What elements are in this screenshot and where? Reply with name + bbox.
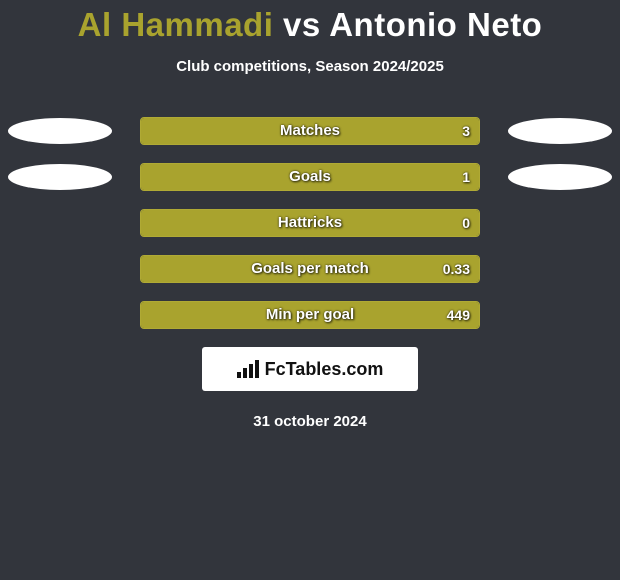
stat-value-right: 449 — [447, 301, 470, 329]
source-logo: FcTables.com — [202, 347, 418, 391]
logo-text: FcTables.com — [265, 359, 384, 380]
title-player1: Al Hammadi — [78, 6, 274, 43]
stat-row: Min per goal449 — [0, 301, 620, 329]
player2-avatar-placeholder — [508, 118, 612, 144]
stat-bar-left — [141, 118, 479, 144]
stat-value-right: 0.33 — [443, 255, 470, 283]
date-text: 31 october 2024 — [0, 413, 620, 430]
stat-bar-track — [140, 301, 480, 329]
stat-bar-track — [140, 255, 480, 283]
stat-row: Goals1 — [0, 163, 620, 191]
player2-avatar-placeholder — [508, 164, 612, 190]
stat-value-right: 1 — [462, 163, 470, 191]
page-title: Al Hammadi vs Antonio Neto — [0, 6, 620, 44]
bar-chart-icon — [237, 360, 259, 378]
subtitle: Club competitions, Season 2024/2025 — [0, 58, 620, 75]
stat-row: Matches3 — [0, 117, 620, 145]
stat-row: Goals per match0.33 — [0, 255, 620, 283]
stat-bar-track — [140, 209, 480, 237]
stat-bar-track — [140, 117, 480, 145]
stat-row: Hattricks0 — [0, 209, 620, 237]
stat-bar-left — [141, 164, 479, 190]
stat-value-right: 0 — [462, 209, 470, 237]
stat-rows: Matches3 Goals1 Hattricks0 Goals per match0… — [0, 117, 620, 329]
stat-bar-track — [140, 163, 480, 191]
player1-avatar-placeholder — [8, 118, 112, 144]
stat-value-right: 3 — [462, 117, 470, 145]
title-player2: Antonio Neto — [329, 6, 542, 43]
stats-infographic: Al Hammadi vs Antonio Neto Club competit… — [0, 0, 620, 430]
title-vs: vs — [283, 6, 321, 43]
player1-avatar-placeholder — [8, 164, 112, 190]
stat-bar-left — [141, 210, 479, 236]
stat-bar-left — [141, 256, 479, 282]
stat-bar-left — [141, 302, 479, 328]
